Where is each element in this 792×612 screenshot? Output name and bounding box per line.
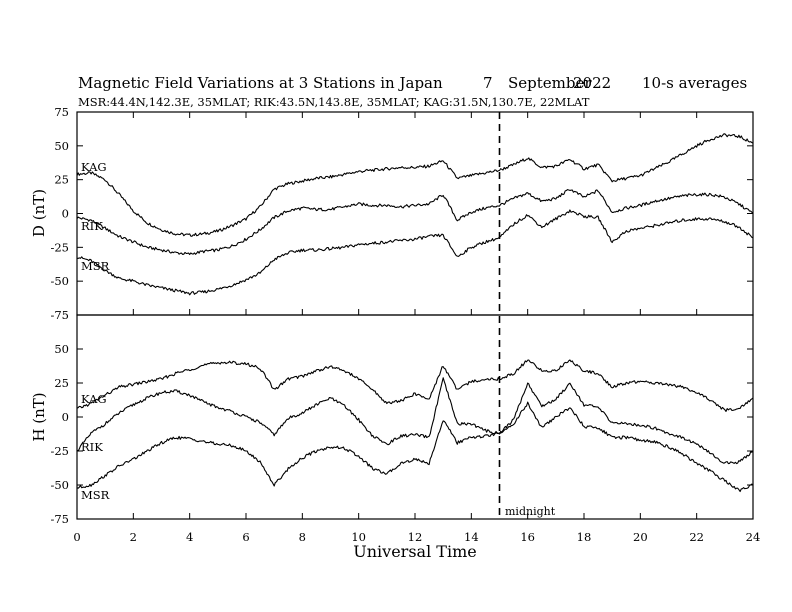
- y-tick-label: 50: [54, 139, 69, 153]
- x-tick-label: 16: [520, 530, 535, 544]
- series-line-d-kag: [76, 133, 754, 237]
- x-tick-label: 4: [186, 530, 193, 544]
- midnight-label: midnight: [505, 505, 556, 518]
- chart-averaging: 10-s averages: [642, 74, 747, 92]
- series-line-h-kag: [76, 359, 754, 412]
- x-axis-title: Universal Time: [353, 542, 476, 561]
- x-tick-label: 0: [73, 530, 80, 544]
- x-tick-label: 2: [130, 530, 137, 544]
- series-line-h-rik: [76, 377, 754, 465]
- panel-d-frame: [76, 111, 754, 316]
- h-axis-ticks: 50 25 0 -25 -50 -75: [50, 342, 753, 526]
- h-axis-title: H (nT): [30, 392, 48, 441]
- d-label-rik: RIK: [81, 219, 103, 233]
- y-tick-label: -25: [50, 444, 69, 458]
- h-label-rik: RIK: [81, 440, 103, 454]
- y-tick-label: -25: [50, 240, 69, 254]
- h-label-msr: MSR: [81, 488, 110, 502]
- y-tick-label: 75: [54, 105, 69, 119]
- y-tick-label: 25: [54, 376, 69, 390]
- chart-year: 2022: [573, 74, 611, 92]
- y-tick-label: -50: [50, 478, 69, 492]
- y-tick-label: -50: [50, 274, 69, 288]
- chart-title: Magnetic Field Variations at 3 Stations …: [78, 74, 443, 92]
- x-tick-label: 6: [242, 530, 249, 544]
- chart-month: September: [508, 74, 592, 92]
- x-axis-ticks: 0 2 4 6 8 10 12 14 16 18 20 22 24: [73, 112, 760, 544]
- x-tick-label: 14: [464, 530, 479, 544]
- chart-day: 7: [483, 74, 493, 92]
- y-tick-label: 50: [54, 342, 69, 356]
- x-tick-label: 12: [408, 530, 423, 544]
- x-tick-label: 24: [746, 530, 761, 544]
- h-label-kag: KAG: [81, 392, 107, 406]
- station-coordinates: MSR:44.4N,142.3E, 35MLAT; RIK:43.5N,143.…: [78, 95, 590, 109]
- y-tick-label: 25: [54, 173, 69, 187]
- y-tick-label: 0: [62, 207, 69, 221]
- x-tick-label: 22: [689, 530, 704, 544]
- series-line-d-msr: [76, 209, 754, 296]
- d-label-kag: KAG: [81, 160, 107, 174]
- x-tick-label: 8: [299, 530, 306, 544]
- d-label-msr: MSR: [81, 259, 110, 273]
- y-tick-label: -75: [50, 512, 69, 526]
- series-line-d-rik: [76, 189, 754, 256]
- series-layer: [76, 133, 754, 493]
- series-line-h-msr: [76, 401, 754, 493]
- panel-h-frame: [76, 314, 754, 520]
- d-axis-title: D (nT): [30, 189, 48, 237]
- y-tick-label: 0: [62, 410, 69, 424]
- x-tick-label: 10: [351, 530, 366, 544]
- x-tick-label: 20: [633, 530, 648, 544]
- y-tick-label: -75: [50, 308, 69, 322]
- x-tick-label: 18: [577, 530, 592, 544]
- d-axis-ticks: 75 50 25 0 -25 -50 -75: [50, 105, 753, 322]
